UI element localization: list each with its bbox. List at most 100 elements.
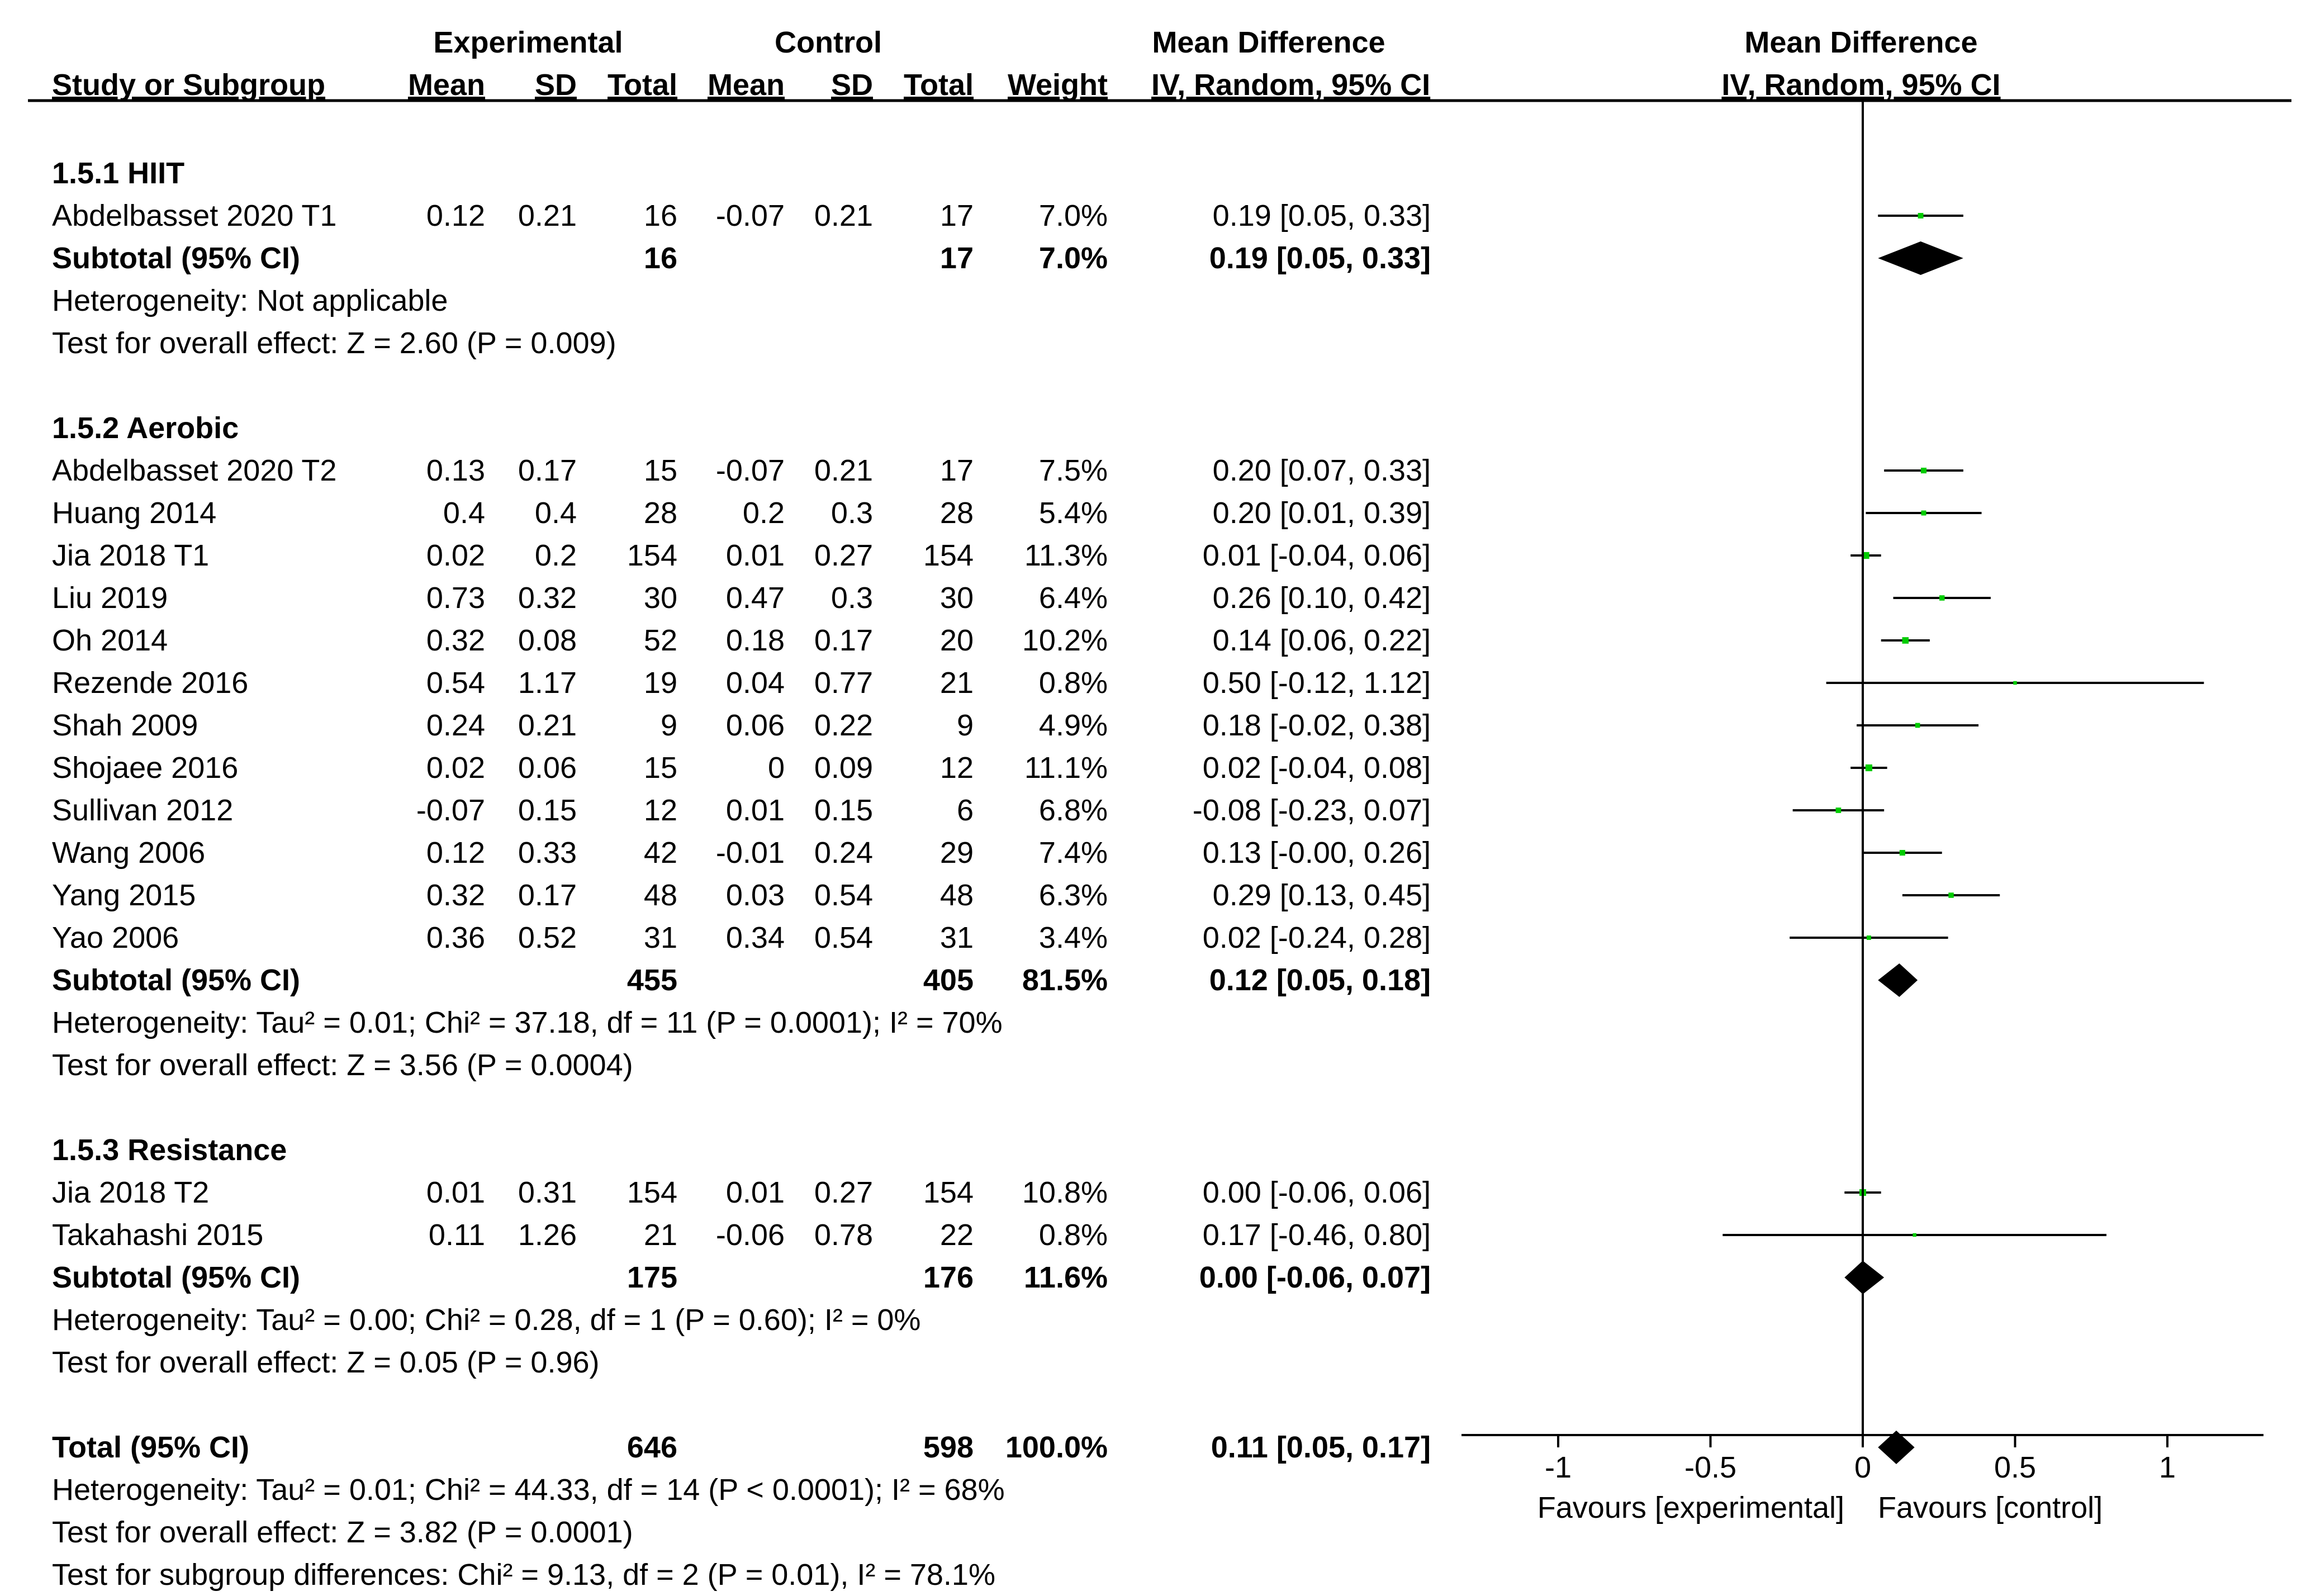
subtotal-weight: 11.6% — [1024, 1256, 1108, 1299]
weight-cell: 6.4% — [1039, 577, 1108, 619]
ci-cell: 0.17 [-0.46, 0.80] — [1203, 1214, 1431, 1256]
ci-cell: 0.01 [-0.04, 0.06] — [1203, 534, 1431, 577]
ctl-total-cell: 9 — [957, 704, 974, 747]
ci-cell: 0.26 [0.10, 0.42] — [1213, 577, 1431, 619]
subtotal-exp-total: 455 — [627, 959, 677, 1001]
ctl-sd-cell: 0.17 — [814, 619, 873, 662]
col-exp-total: Total — [608, 64, 677, 106]
weight-cell: 5.4% — [1039, 492, 1108, 534]
ci-cell: -0.08 [-0.23, 0.07] — [1193, 789, 1431, 832]
weight-cell: 3.4% — [1039, 916, 1108, 959]
exp-sd-cell: 0.31 — [518, 1171, 577, 1214]
ctl-sd-cell: 0.27 — [814, 534, 873, 577]
study-name: Rezende 2016 — [52, 662, 248, 704]
point-estimate — [1948, 892, 1953, 897]
subtotal-label: Subtotal (95% CI) — [52, 959, 300, 1001]
exp-mean-cell: 0.32 — [426, 874, 485, 916]
point-estimate — [1915, 723, 1920, 728]
subtotal-exp-total: 175 — [627, 1256, 677, 1299]
ctl-mean-cell: 0.01 — [726, 534, 785, 577]
ci-cell: 0.19 [0.05, 0.33] — [1213, 194, 1431, 237]
subtotal-ctl-total: 17 — [940, 237, 974, 279]
weight-cell: 0.8% — [1039, 662, 1108, 704]
point-estimate — [1921, 468, 1926, 473]
subtotal-weight: 81.5% — [1022, 959, 1108, 1001]
exp-sd-cell: 0.21 — [518, 194, 577, 237]
ctl-sd-cell: 0.09 — [814, 747, 873, 789]
ctl-total-cell: 17 — [940, 194, 974, 237]
ctl-mean-cell: 0.2 — [743, 492, 785, 534]
point-estimate — [1900, 850, 1905, 856]
study-name: Oh 2014 — [52, 619, 168, 662]
exp-mean-cell: 0.01 — [426, 1171, 485, 1214]
ctl-mean-cell: 0.18 — [726, 619, 785, 662]
point-estimate — [1918, 213, 1924, 218]
stat-note: Test for overall effect: Z = 3.56 (P = 0… — [52, 1044, 633, 1086]
exp-total-cell: 28 — [644, 492, 677, 534]
weight-cell: 0.8% — [1039, 1214, 1108, 1256]
ctl-sd-cell: 0.77 — [814, 662, 873, 704]
ctl-total-cell: 29 — [940, 832, 974, 874]
stat-note: Heterogeneity: Not applicable — [52, 279, 448, 322]
weight-cell: 6.3% — [1039, 874, 1108, 916]
ctl-total-cell: 20 — [940, 619, 974, 662]
subtotal-diamond — [1844, 1261, 1884, 1294]
subtotal-ctl-total: 405 — [923, 959, 974, 1001]
study-name: Liu 2019 — [52, 577, 168, 619]
ci-cell: 0.18 [-0.02, 0.38] — [1203, 704, 1431, 747]
ctl-mean-cell: 0.06 — [726, 704, 785, 747]
point-estimate — [1836, 808, 1842, 813]
ctl-total-cell: 12 — [940, 747, 974, 789]
exp-mean-cell: 0.02 — [426, 534, 485, 577]
exp-mean-cell: 0.02 — [426, 747, 485, 789]
point-estimate — [1902, 637, 1909, 644]
exp-mean-cell: 0.24 — [426, 704, 485, 747]
exp-sd-cell: 0.21 — [518, 704, 577, 747]
point-estimate — [2013, 681, 2016, 685]
stat-note: Heterogeneity: Tau² = 0.00; Chi² = 0.28,… — [52, 1299, 920, 1341]
exp-total-cell: 19 — [644, 662, 677, 704]
ctl-sd-cell: 0.3 — [831, 577, 873, 619]
subtotal-diamond — [1878, 963, 1918, 997]
weight-cell: 11.1% — [1024, 747, 1108, 789]
ctl-total-cell: 22 — [940, 1214, 974, 1256]
weight-cell: 11.3% — [1024, 534, 1108, 577]
exp-mean-cell: 0.73 — [426, 577, 485, 619]
exp-total-cell: 48 — [644, 874, 677, 916]
study-name: Wang 2006 — [52, 832, 205, 874]
ci-cell: 0.13 [-0.00, 0.26] — [1203, 832, 1431, 874]
exp-total-cell: 9 — [661, 704, 677, 747]
stat-note: Heterogeneity: Tau² = 0.01; Chi² = 44.33… — [52, 1469, 1005, 1511]
exp-sd-cell: 0.2 — [535, 534, 577, 577]
study-name: Shah 2009 — [52, 704, 198, 747]
study-name: Sullivan 2012 — [52, 789, 233, 832]
study-name: Abdelbasset 2020 T1 — [52, 194, 336, 237]
exp-mean-cell: 0.13 — [426, 449, 485, 492]
weight-cell: 4.9% — [1039, 704, 1108, 747]
exp-sd-cell: 0.32 — [518, 577, 577, 619]
weight-cell: 7.5% — [1039, 449, 1108, 492]
ctl-mean-cell: 0.04 — [726, 662, 785, 704]
header-md-right: Mean Difference — [1470, 21, 2252, 64]
exp-mean-cell: 0.12 — [426, 832, 485, 874]
ctl-total-cell: 6 — [957, 789, 974, 832]
subtotal-label: Subtotal (95% CI) — [52, 1256, 300, 1299]
exp-sd-cell: 0.17 — [518, 449, 577, 492]
col-ctl-sd: SD — [831, 64, 873, 106]
ctl-total-cell: 17 — [940, 449, 974, 492]
study-name: Huang 2014 — [52, 492, 216, 534]
ci-cell: 0.14 [0.06, 0.22] — [1213, 619, 1431, 662]
exp-sd-cell: 0.06 — [518, 747, 577, 789]
exp-mean-cell: -0.07 — [416, 789, 485, 832]
exp-mean-cell: 0.11 — [429, 1214, 485, 1256]
exp-sd-cell: 0.15 — [518, 789, 577, 832]
stat-note: Test for subgroup differences: Chi² = 9.… — [52, 1554, 995, 1596]
stat-note: Test for overall effect: Z = 3.82 (P = 0… — [52, 1511, 633, 1554]
subgroup-label: 1.5.2 Aerobic — [52, 407, 239, 449]
subtotal-exp-total: 16 — [644, 237, 677, 279]
ctl-sd-cell: 0.78 — [814, 1214, 873, 1256]
col-md-left: IV, Random, 95% CI — [1151, 64, 1430, 106]
subtotal-ctl-total: 176 — [923, 1256, 974, 1299]
exp-sd-cell: 1.26 — [518, 1214, 577, 1256]
ci-cell: 0.20 [0.01, 0.39] — [1213, 492, 1431, 534]
